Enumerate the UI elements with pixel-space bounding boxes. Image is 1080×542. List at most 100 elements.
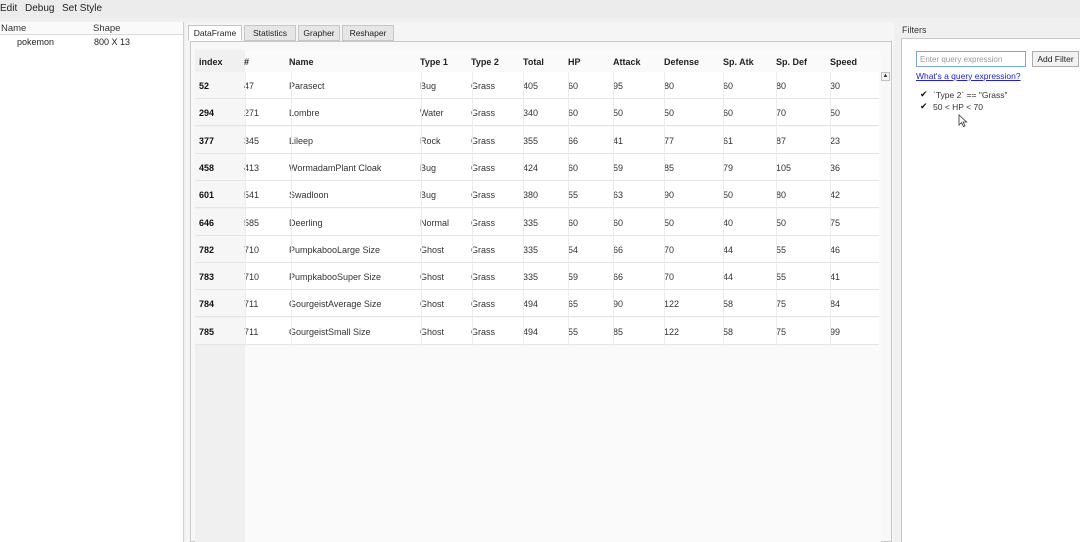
table-cell[interactable]: 79 <box>723 162 734 173</box>
table-row[interactable]: 52 47 Parasect Bug Grass 405 60 95 80 60 80 30 <box>195 72 879 99</box>
table-row[interactable]: 294 271 Lombre Water Grass 340 60 50 50 60 70 50 <box>195 99 879 127</box>
table-cell[interactable]: Grass <box>471 272 496 283</box>
table-cell[interactable]: PumpkabooSuper Size <box>289 272 382 283</box>
table-cell[interactable]: GourgeistAverage Size <box>289 299 382 310</box>
table-cell[interactable]: 60 <box>568 162 579 173</box>
table-cell[interactable]: 105 <box>776 162 792 173</box>
table-cell[interactable]: WormadamPlant Cloak <box>289 162 382 173</box>
table-cell[interactable]: 61 <box>723 135 734 146</box>
tab-dataframe[interactable]: DataFrame <box>188 25 242 41</box>
table-cell[interactable]: Grass <box>471 244 496 255</box>
table-cell[interactable]: 70 <box>664 244 675 255</box>
table-cell[interactable]: 87 <box>776 135 787 146</box>
column-header[interactable]: # <box>244 57 250 67</box>
table-cell[interactable]: 711 <box>244 299 259 310</box>
table-cell[interactable]: 90 <box>613 299 624 310</box>
table-cell[interactable]: 60 <box>723 108 734 119</box>
column-header[interactable]: index <box>199 57 223 67</box>
row-index-cell[interactable]: 377 <box>199 135 215 146</box>
table-cell[interactable]: 50 <box>776 217 787 228</box>
table-cell[interactable]: 80 <box>776 190 787 201</box>
table-cell[interactable]: 99 <box>830 326 841 337</box>
row-index-cell[interactable]: 785 <box>199 326 215 337</box>
table-cell[interactable]: 335 <box>523 217 539 228</box>
table-cell[interactable]: Lileep <box>289 135 314 146</box>
table-cell[interactable]: 494 <box>523 326 539 337</box>
table-cell[interactable]: 345 <box>244 135 260 146</box>
table-cell[interactable]: Bug <box>420 81 437 91</box>
table-cell[interactable]: 46 <box>830 244 841 255</box>
query-expression-help-link[interactable]: What's a query expression? <box>916 71 1021 81</box>
shape-column-header[interactable]: Shape <box>93 23 121 34</box>
table-cell[interactable]: 55 <box>776 272 787 283</box>
column-header[interactable]: Sp. Atk <box>723 57 754 67</box>
table-cell[interactable]: 541 <box>244 190 260 201</box>
table-cell[interactable]: Deerling <box>289 217 323 228</box>
table-cell[interactable]: Ghost <box>420 326 445 337</box>
table-cell[interactable]: GourgeistSmall Size <box>289 326 371 337</box>
table-cell[interactable]: Grass <box>471 190 496 201</box>
add-filter-button[interactable]: Add Filter <box>1032 51 1079 67</box>
table-cell[interactable]: 60 <box>568 217 579 228</box>
table-cell[interactable]: Ghost <box>420 272 445 283</box>
table-cell[interactable]: 55 <box>568 190 579 201</box>
column-header[interactable]: Type 2 <box>471 57 499 67</box>
tab-statistics[interactable]: Statistics <box>244 25 296 41</box>
table-cell[interactable]: 80 <box>664 81 675 91</box>
table-cell[interactable]: 710 <box>244 244 260 255</box>
table-cell[interactable]: 55 <box>568 326 579 337</box>
table-cell[interactable]: Grass <box>471 299 496 310</box>
table-cell[interactable]: Ghost <box>420 299 445 310</box>
table-cell[interactable]: 44 <box>723 244 734 255</box>
table-cell[interactable]: 59 <box>613 162 624 173</box>
table-cell[interactable]: PumpkabooLarge Size <box>289 244 381 255</box>
table-cell[interactable]: 47 <box>244 81 255 91</box>
table-cell[interactable]: 60 <box>568 108 579 119</box>
tab-grapher[interactable]: Grapher <box>298 25 340 41</box>
column-header[interactable]: HP <box>568 57 581 67</box>
row-index-cell[interactable]: 52 <box>199 81 210 91</box>
table-cell[interactable]: 65 <box>568 299 579 310</box>
table-row[interactable]: 646 585 Deerling Normal Grass 335 60 60 50 40 50 75 <box>195 208 879 236</box>
table-cell[interactable]: 85 <box>613 326 624 337</box>
table-cell[interactable]: 50 <box>664 217 675 228</box>
table-row[interactable]: 601 541 Swadloon Bug Grass 380 55 63 90 50 80 42 <box>195 181 879 209</box>
table-cell[interactable]: 59 <box>568 272 579 283</box>
row-index-cell[interactable]: 646 <box>199 217 215 228</box>
table-cell[interactable]: 66 <box>568 135 579 146</box>
table-cell[interactable]: 585 <box>244 217 260 228</box>
table-cell[interactable]: Water <box>420 108 444 119</box>
table-cell[interactable]: 335 <box>523 244 539 255</box>
table-cell[interactable]: Swadloon <box>289 190 329 201</box>
table-cell[interactable]: 70 <box>776 108 787 119</box>
row-index-cell[interactable]: 601 <box>199 190 215 201</box>
column-header[interactable]: Speed <box>830 57 858 67</box>
table-row[interactable]: 458 413 WormadamPlant Cloak Bug Grass 424 60 59… <box>195 153 879 181</box>
table-cell[interactable]: 70 <box>664 272 675 283</box>
table-cell[interactable]: 380 <box>523 190 539 201</box>
row-index-cell[interactable]: 783 <box>199 272 215 283</box>
table-cell[interactable]: 58 <box>723 326 734 337</box>
table-cell[interactable]: 41 <box>830 272 841 283</box>
table-cell[interactable]: 75 <box>830 217 841 228</box>
table-cell[interactable]: 271 <box>244 108 260 119</box>
table-cell[interactable]: 54 <box>568 244 579 255</box>
row-index-cell[interactable]: 784 <box>199 299 215 310</box>
name-column-header[interactable]: Name <box>1 23 27 34</box>
column-header[interactable]: Sp. Def <box>776 57 808 67</box>
table-cell[interactable]: 50 <box>723 190 734 201</box>
row-index-cell[interactable]: 782 <box>199 244 215 255</box>
table-cell[interactable]: 66 <box>613 244 624 255</box>
table-cell[interactable]: Ghost <box>420 244 445 255</box>
table-cell[interactable]: 30 <box>830 81 841 91</box>
table-cell[interactable]: Bug <box>420 190 437 201</box>
table-cell[interactable]: 95 <box>613 81 624 91</box>
table-cell[interactable]: 122 <box>664 326 680 337</box>
table-cell[interactable]: Grass <box>471 108 496 119</box>
table-cell[interactable]: 60 <box>613 217 624 228</box>
table-cell[interactable]: 75 <box>776 299 787 310</box>
table-cell[interactable]: Grass <box>471 162 496 173</box>
table-cell[interactable]: Rock <box>420 135 441 146</box>
table-cell[interactable]: Lombre <box>289 108 320 119</box>
table-cell[interactable]: 122 <box>664 299 680 310</box>
